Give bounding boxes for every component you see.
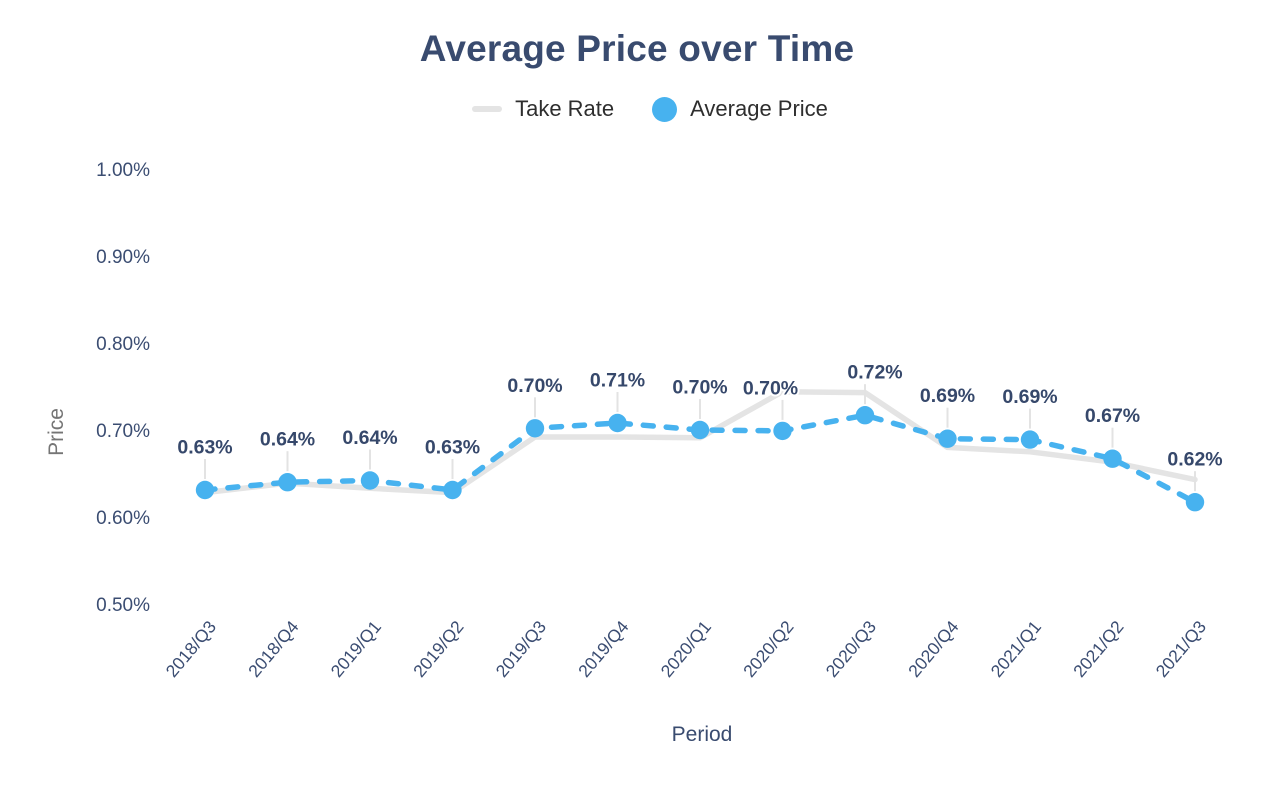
legend-label-take-rate: Take Rate <box>515 96 615 121</box>
x-tick-label: 2020/Q2 <box>739 617 797 681</box>
x-tick-label: 2021/Q3 <box>1152 617 1210 681</box>
data-point-label: 0.69% <box>920 385 975 407</box>
x-tick-label: 2021/Q2 <box>1069 617 1127 681</box>
x-tick-label: 2019/Q3 <box>492 617 550 681</box>
legend-item-average-price[interactable]: Average Price <box>652 96 828 122</box>
data-point-label: 0.70% <box>507 375 562 397</box>
legend-item-take-rate[interactable]: Take Rate <box>472 96 614 122</box>
average-price-point[interactable] <box>525 419 545 438</box>
data-point-label: 0.64% <box>342 427 397 449</box>
y-axis-title: Price <box>45 408 68 456</box>
y-tick-label: 0.50% <box>96 595 150 616</box>
chart-title: Average Price over Time <box>419 28 855 69</box>
average-price-point[interactable] <box>195 480 215 500</box>
x-tick-label: 2018/Q4 <box>244 617 303 681</box>
average-price-dot-swatch-icon <box>652 96 678 122</box>
average-price-point[interactable] <box>608 413 627 433</box>
average-price-point[interactable] <box>938 429 957 448</box>
average-price-point[interactable] <box>1020 430 1040 449</box>
legend-label-average-price: Average Price <box>690 96 828 121</box>
data-point-label: 0.67% <box>1085 405 1140 427</box>
x-tick-label: 2019/Q2 <box>409 617 467 681</box>
data-point-label: 0.72% <box>847 362 902 384</box>
y-tick-label: 0.90% <box>96 247 150 268</box>
average-price-point[interactable] <box>1103 449 1122 468</box>
average-price-point[interactable] <box>1185 493 1205 512</box>
data-point-label: 0.63% <box>177 437 232 459</box>
legend: Take Rate Average Price <box>13 96 1274 122</box>
y-tick-label: 1.00% <box>96 160 150 181</box>
y-tick-label: 0.60% <box>96 508 150 529</box>
x-tick-label: 2018/Q3 <box>162 617 220 681</box>
data-point-label: 0.64% <box>260 429 315 451</box>
average-price-point[interactable] <box>443 480 462 500</box>
x-tick-label: 2019/Q1 <box>327 617 385 681</box>
average-price-point[interactable] <box>773 421 792 441</box>
data-point-label: 0.62% <box>1167 449 1222 471</box>
data-point-label: 0.70% <box>672 377 727 399</box>
average-price-point[interactable] <box>278 473 297 492</box>
data-point-label: 0.63% <box>425 437 480 459</box>
x-tick-label: 2019/Q4 <box>574 617 633 681</box>
average-price-point[interactable] <box>855 406 875 425</box>
average-price-point[interactable] <box>690 420 710 440</box>
x-axis-title: Period <box>671 723 733 746</box>
y-tick-label: 0.80% <box>96 334 150 355</box>
x-tick-label: 2021/Q1 <box>987 617 1045 681</box>
x-tick-label: 2020/Q4 <box>904 617 963 681</box>
data-point-label: 0.69% <box>1002 386 1057 408</box>
x-tick-label: 2020/Q3 <box>822 617 880 681</box>
data-point-label: 0.71% <box>590 370 645 392</box>
average-price-point[interactable] <box>360 471 380 490</box>
x-tick-label: 2020/Q1 <box>657 617 715 681</box>
take-rate-line-swatch-icon <box>472 106 503 112</box>
data-point-label: 0.70% <box>743 377 798 399</box>
y-tick-label: 0.70% <box>96 421 150 442</box>
